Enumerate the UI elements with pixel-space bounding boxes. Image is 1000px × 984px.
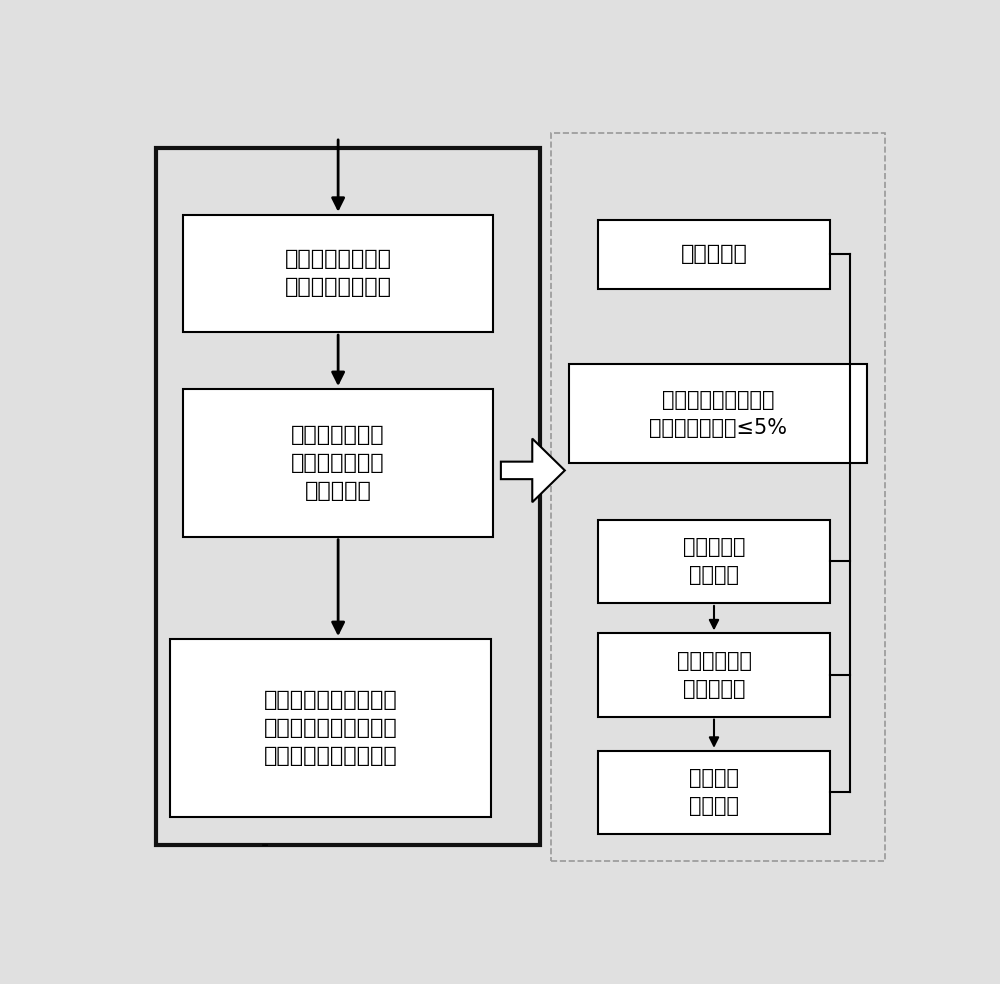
Bar (598, 220, 830, 288)
Bar (183, 389, 493, 536)
Bar (170, 639, 491, 817)
Text: 符合技术要求条件：
陶粒上浮指数为≤5%: 符合技术要求条件： 陶粒上浮指数为≤5% (649, 390, 787, 438)
Text: 配制陶粒抑
浮降阻剂: 配制陶粒抑 浮降阻剂 (683, 537, 745, 585)
Bar (569, 364, 867, 462)
Bar (598, 751, 830, 834)
Text: 掺入陶粒
混凝土中: 掺入陶粒 混凝土中 (689, 769, 739, 817)
Bar (598, 634, 830, 716)
Bar (598, 520, 830, 603)
Text: 测定陶粒混凝土试
样的陶粒上浮指数: 测定陶粒混凝土试 样的陶粒上浮指数 (285, 249, 392, 297)
Polygon shape (501, 439, 565, 502)
Bar (551, 133, 885, 861)
Text: 配制坍落度: 配制坍落度 (681, 244, 747, 265)
Bar (156, 149, 540, 845)
Text: 评价被测的陶粒
混凝土试样的陶
粒上浮程度: 评价被测的陶粒 混凝土试样的陶 粒上浮程度 (291, 425, 385, 501)
Text: 计算陶粒抑浮
降阻剂掺量: 计算陶粒抑浮 降阻剂掺量 (676, 651, 752, 699)
Text: 对陶粒上浮程度不符合
技术要求的陶粒混凝土
进行陶粒抑浮降阻处理: 对陶粒上浮程度不符合 技术要求的陶粒混凝土 进行陶粒抑浮降阻处理 (264, 690, 397, 766)
Bar (183, 215, 493, 333)
Text: -: - (260, 835, 269, 855)
